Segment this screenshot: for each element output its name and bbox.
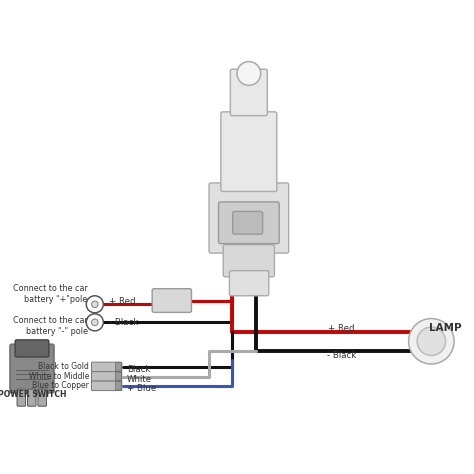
Text: Black: Black [127,365,150,374]
FancyBboxPatch shape [91,372,122,381]
Text: Connect to the car
battery "-" pole: Connect to the car battery "-" pole [13,317,88,336]
FancyBboxPatch shape [17,389,26,406]
Circle shape [86,296,103,313]
Text: Blue to Copper: Blue to Copper [32,382,89,390]
FancyBboxPatch shape [116,363,121,371]
FancyBboxPatch shape [15,340,49,357]
Circle shape [237,62,261,85]
Text: - Black: - Black [327,351,356,360]
FancyBboxPatch shape [209,183,289,253]
FancyBboxPatch shape [10,344,54,393]
Text: + Red: + Red [109,298,136,306]
Text: White to Middle: White to Middle [29,372,89,381]
FancyBboxPatch shape [38,389,46,406]
Circle shape [417,327,446,356]
FancyBboxPatch shape [152,289,191,312]
FancyBboxPatch shape [91,362,122,372]
FancyBboxPatch shape [230,69,267,116]
Text: Connect to the car
battery "+"pole: Connect to the car battery "+"pole [13,284,88,303]
FancyBboxPatch shape [27,389,36,406]
Circle shape [86,314,103,331]
FancyBboxPatch shape [219,202,279,244]
FancyBboxPatch shape [116,372,121,381]
FancyBboxPatch shape [221,112,277,191]
Circle shape [91,301,98,308]
Text: LAMP: LAMP [429,323,462,333]
Text: - Black: - Black [109,318,138,327]
Circle shape [409,319,454,364]
Text: POWER SWITCH: POWER SWITCH [0,390,66,399]
Circle shape [91,319,98,326]
Text: White: White [127,375,152,383]
Text: Black to Gold: Black to Gold [38,363,89,371]
FancyBboxPatch shape [229,271,269,296]
Text: + Red: + Red [328,324,355,332]
FancyBboxPatch shape [116,382,121,390]
FancyBboxPatch shape [233,211,263,234]
FancyBboxPatch shape [223,245,274,277]
FancyBboxPatch shape [91,381,122,391]
Text: + Blue: + Blue [127,384,156,393]
